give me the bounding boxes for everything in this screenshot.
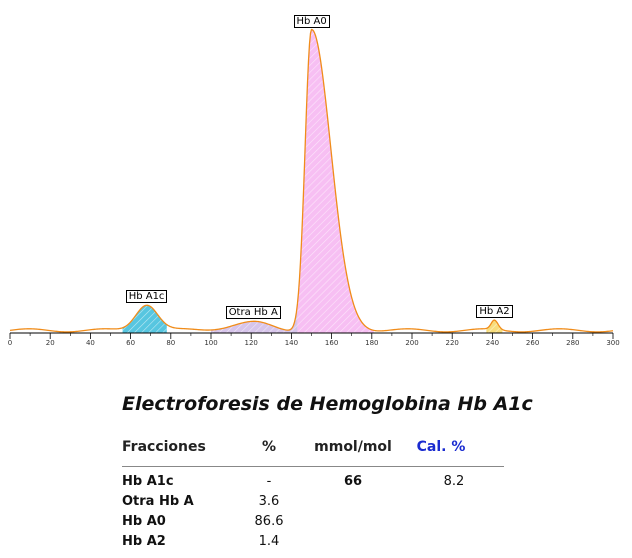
peak-label-3: Hb A2 [476,305,513,319]
x-tick-label-0: 0 [8,339,12,347]
row-3-percent: 1.4 [258,534,280,549]
x-tick-label-6: 120 [245,339,258,347]
x-tick-label-4: 80 [166,339,175,347]
x-axis-ticks: 0 20 40 60 80 100 120 140 160 180 200 220 240 260 280 3… [8,333,620,347]
row-0-name: Hb A1c [122,474,174,489]
row-0-percent: - [266,474,272,489]
row-2-percent: 86.6 [254,514,284,529]
electropherogram-chart: 0 20 40 60 80 100 120 140 160 180 200 220 240 260 280 3… [8,28,620,347]
peak-fills [122,29,503,333]
row-1-percent: 3.6 [258,494,280,509]
x-tick-label-3: 60 [126,339,135,347]
x-tick-label-9: 180 [365,339,378,347]
peak-label-1: Otra Hb A [225,306,281,320]
peak-label-0: Hb A1c [125,290,168,304]
row-2-name: Hb A0 [122,514,166,529]
x-tick-label-15: 300 [606,339,619,347]
row-0-mmol: 66 [343,474,363,489]
x-tick-label-5: 100 [204,339,217,347]
x-tick-label-11: 220 [446,339,459,347]
x-tick-label-12: 240 [486,339,499,347]
table-rule [122,466,504,467]
row-0-cal: 8.2 [443,474,465,489]
x-tick-label-1: 20 [46,339,55,347]
row-1-name: Otra Hb A [122,494,194,509]
header-percent: % [261,439,277,455]
row-3-name: Hb A2 [122,534,166,549]
peak-fill-0 [122,305,167,333]
header-cal: Cal. % [416,439,466,455]
peak-label-2: Hb A0 [293,14,330,28]
x-tick-label-7: 140 [285,339,298,347]
header-mmol: mmol/mol [314,439,392,455]
x-tick-label-2: 40 [86,339,95,347]
header-fraction: Fracciones [122,439,206,455]
x-tick-label-14: 280 [566,339,579,347]
x-tick-label-13: 260 [526,339,539,347]
x-tick-label-10: 200 [405,339,418,347]
x-tick-label-8: 160 [325,339,338,347]
report-title: Electroforesis de Hemoglobina Hb A1c [122,393,533,415]
peak-fill-3 [486,320,503,333]
trace-line [9,28,614,333]
peak-fill-2 [297,29,374,333]
